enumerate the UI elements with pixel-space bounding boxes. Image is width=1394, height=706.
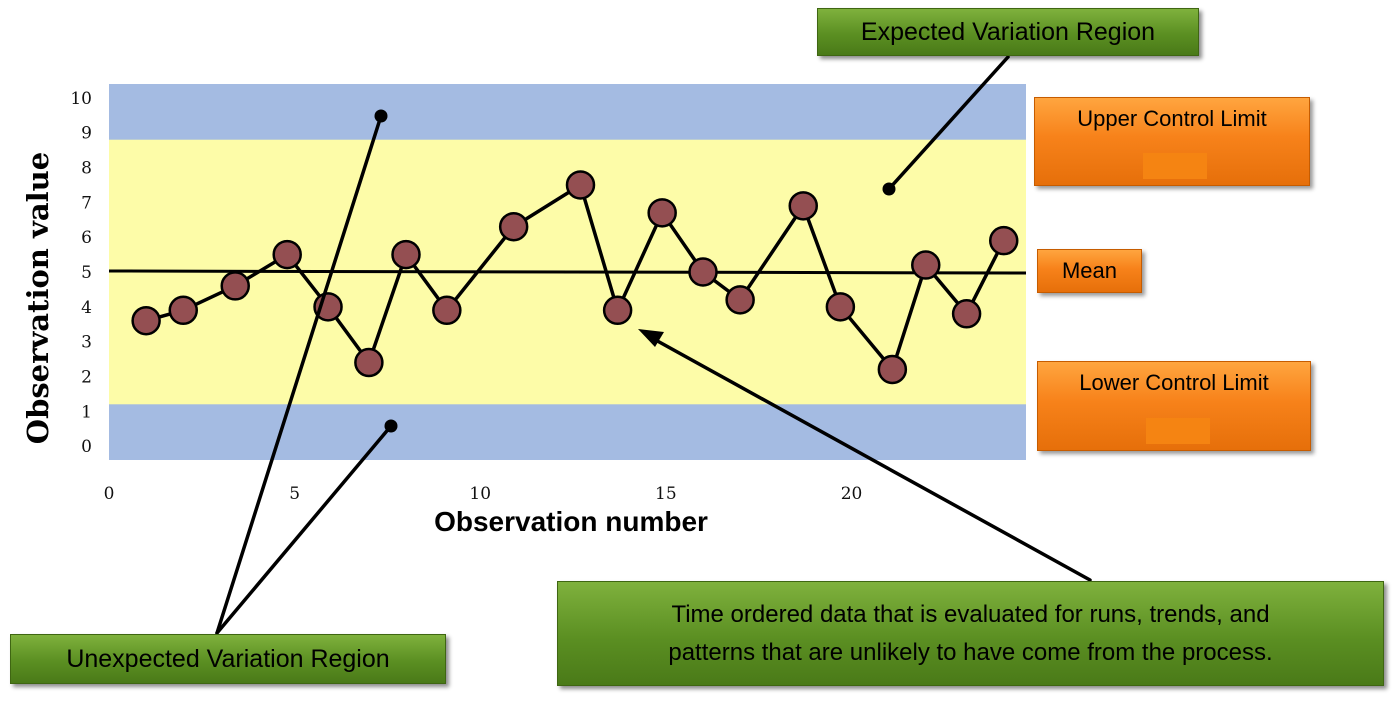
data-point [498,211,529,242]
ucl-chip [1143,153,1207,179]
x-tick-label: 15 [655,484,677,504]
description-pointer-arrowhead [638,329,664,347]
y-tick-label: 0 [81,437,92,457]
data-points [131,170,1019,385]
description-pointer [650,336,1092,582]
data-point [788,191,818,221]
unexpected-region-pointer-dot-upper [374,109,388,123]
data-point [391,239,421,270]
y-axis-label: Observation value [21,152,55,444]
data-point [951,299,982,329]
x-axis-label: Observation number [434,506,708,537]
mean-line [108,269,1027,275]
y-tick-label: 9 [81,124,92,144]
data-point [565,170,596,200]
data-point [602,295,633,326]
y-tick-label: 4 [81,298,92,318]
y-tick-label: 7 [81,193,92,213]
y-tick-labels: 0 1 2 3 4 5 6 7 8 9 10 [70,89,92,457]
unexpected-region-callout: Unexpected Variation Region [10,634,446,684]
data-point [988,225,1019,256]
y-tick-label: 6 [81,228,92,248]
y-tick-label: 2 [81,367,92,387]
x-tick-label: 5 [289,484,300,504]
description-line-2: patterns that are unlikely to have come … [668,638,1273,666]
callout-pointers [215,55,1092,635]
y-tick-label: 3 [81,333,92,353]
y-tick-label: 1 [81,402,92,422]
data-point [877,354,908,385]
x-tick-label: 10 [469,484,491,504]
y-tick-label: 10 [70,89,92,109]
data-point [825,292,856,322]
data-point [168,295,199,326]
unexpected-region-pointer-lower [215,424,393,635]
expected-region-pointer-dot [882,182,896,196]
data-point [911,250,941,280]
data-point [688,257,718,287]
x-tick-label: 20 [841,484,863,504]
ucl-label: Upper Control Limit [1077,106,1267,131]
lcl-chip [1146,418,1210,444]
mean-callout: Mean [1037,249,1142,293]
x-tick-labels: 0 5 10 15 20 [104,484,863,504]
data-point [131,305,161,336]
lcl-callout: Lower Control Limit [1037,361,1311,451]
x-tick-label: 0 [104,484,115,504]
unexpected-region-pointer-dot-lower [384,419,398,433]
data-point [272,239,302,270]
data-point [220,271,250,301]
ucl-callout: Upper Control Limit [1034,97,1310,186]
description-callout: Time ordered data that is evaluated for … [557,581,1384,686]
y-tick-label: 5 [81,263,92,283]
y-tick-label: 8 [81,159,92,179]
data-point [725,285,755,315]
data-point [647,198,677,228]
expected-region-pointer [887,55,1010,191]
data-point [432,295,462,326]
data-point [354,347,384,378]
description-line-1: Time ordered data that is evaluated for … [671,600,1270,628]
expected-region-callout: Expected Variation Region [817,8,1199,56]
lcl-label: Lower Control Limit [1079,370,1269,395]
unexpected-region-pointer-upper [215,114,383,635]
